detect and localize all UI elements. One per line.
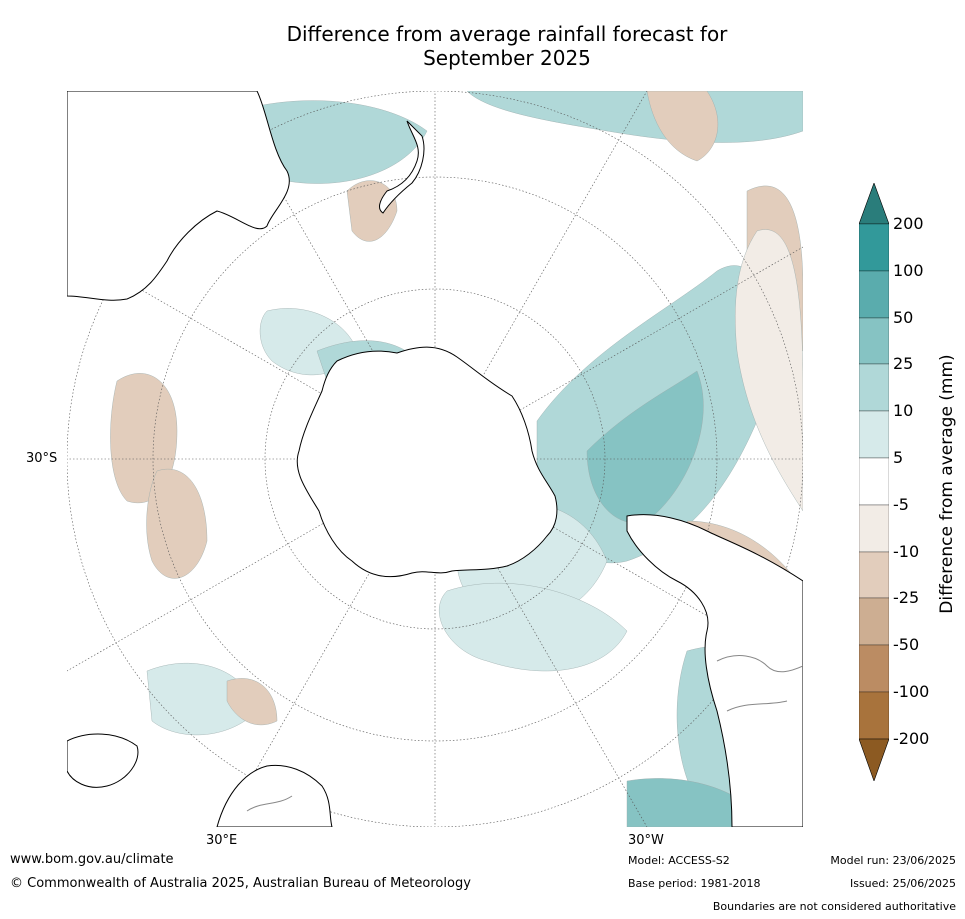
colorbar-label: -5 [893, 495, 909, 514]
africa-coastline [216, 764, 333, 827]
colorbar-top-triangle [859, 183, 889, 225]
lat-label-30s: 30°S [26, 451, 58, 466]
colorbar-band-50 [859, 317, 889, 365]
colorbar-label: -200 [893, 729, 930, 748]
colorbar-band-neg10 [859, 551, 889, 599]
colorbar-label: 25 [893, 354, 914, 373]
lon-label-30e: 30°E [206, 833, 238, 848]
colorbar-band-neg100 [859, 691, 889, 740]
colorbar-band-100 [859, 270, 889, 319]
colorbar [859, 183, 889, 781]
title-line-1: Difference from average rainfall forecas… [286, 22, 728, 46]
polar-map [67, 91, 803, 827]
madagascar-coastline [67, 733, 139, 788]
map-title: Difference from average rainfall forecas… [0, 22, 965, 70]
colorbar-label: 10 [893, 401, 914, 420]
dry-patch-southwest [226, 678, 278, 726]
new-zealand-coastline [379, 120, 425, 214]
africa-borders [246, 795, 293, 812]
colorbar-label: 100 [893, 261, 924, 280]
south-america-borders [716, 655, 803, 712]
australia-coastline [67, 91, 290, 301]
dry-zone-east [735, 229, 803, 512]
colorbar-label: -50 [893, 635, 920, 654]
colorbar-band-5 [859, 457, 889, 506]
wet-zone-atlantic-core [586, 370, 704, 523]
colorbar-band-10 [859, 410, 889, 459]
dry-patch-indian-2 [146, 469, 208, 579]
colorbar-bottom-triangle [859, 738, 889, 781]
colorbar-label: 5 [893, 448, 904, 467]
footer-copyright: © Commonwealth of Australia 2025, Austra… [10, 876, 471, 891]
dry-patch-north [646, 91, 719, 162]
footer-issued: Issued: 25/06/2025 [849, 877, 956, 890]
colorbar-label: 200 [893, 214, 924, 233]
colorbar-band-25 [859, 363, 889, 412]
colorbar-band-neg5 [859, 504, 889, 553]
colorbar-band-neg50 [859, 644, 889, 693]
title-line-2: September 2025 [423, 46, 591, 70]
footer-model: Model: ACCESS-S2 [628, 854, 730, 867]
antarctica-coastline [296, 346, 558, 578]
footer-website: www.bom.gov.au/climate [10, 852, 174, 867]
wet-zone-pacific [438, 582, 628, 672]
wet-zone-north [466, 91, 803, 143]
colorbar-label: -100 [893, 682, 930, 701]
colorbar-label: -10 [893, 542, 920, 561]
footer-base-period: Base period: 1981-2018 [628, 877, 761, 890]
polar-map-svg [67, 91, 803, 827]
colorbar-band-200 [859, 223, 889, 272]
footer-model-run: Model run: 23/06/2025 [830, 854, 956, 867]
colorbar-label: -25 [893, 588, 920, 607]
colorbar-label: 50 [893, 308, 914, 327]
footer-disclaimer: Boundaries are not considered authoritat… [712, 900, 956, 913]
colorbar-title: Difference from average (mm) [937, 354, 957, 614]
colorbar-band-neg25 [859, 597, 889, 646]
south-america-coastline [626, 514, 803, 827]
lon-label-30w: 30°W [628, 833, 664, 848]
